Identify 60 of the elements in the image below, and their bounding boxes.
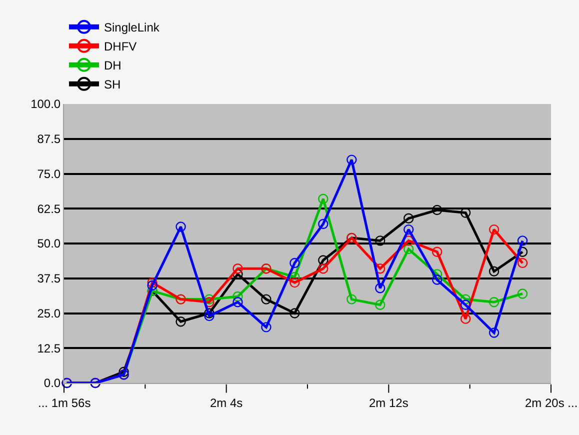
y-tick-label: 75.0 (37, 166, 61, 181)
point (176, 316, 186, 327)
point (118, 366, 129, 377)
point (318, 218, 328, 230)
point (432, 274, 442, 285)
point (232, 291, 243, 302)
y-tick-label: 87.5 (37, 132, 61, 146)
point (432, 204, 442, 216)
point (517, 246, 528, 257)
point (318, 194, 328, 204)
y-tick-label: 0.0 (44, 376, 61, 390)
text: 2m 20s ... (525, 396, 578, 410)
point (346, 154, 357, 165)
y-tick-label: 50.0 (37, 236, 61, 251)
y-tick-label: 37.5 (37, 272, 61, 286)
point (318, 255, 328, 266)
legend-label: DHFV (104, 40, 137, 54)
point (375, 300, 386, 310)
point (147, 277, 158, 288)
point (404, 213, 414, 224)
point (432, 269, 442, 280)
point (375, 283, 386, 294)
point (290, 308, 300, 318)
point (488, 328, 500, 338)
point (261, 294, 272, 304)
point (204, 308, 214, 318)
point (261, 322, 272, 332)
legend-label: DH (104, 58, 122, 73)
point (375, 236, 386, 246)
point (404, 224, 414, 235)
point (517, 236, 528, 246)
point (290, 258, 300, 268)
y-tick-label: 100.0 (30, 97, 61, 112)
legend-label: SingleLink (104, 20, 160, 35)
point (404, 244, 414, 254)
point (232, 264, 243, 274)
point (460, 300, 471, 310)
y-tick-label: 62.5 (37, 202, 61, 216)
text: 2m 4s (210, 396, 243, 410)
point (346, 294, 357, 304)
point (404, 236, 414, 246)
point (517, 288, 528, 299)
point (147, 280, 158, 290)
point (204, 294, 214, 304)
point (488, 224, 500, 235)
y-tick-label: 12.5 (37, 341, 61, 356)
point (460, 314, 471, 324)
point (232, 296, 243, 308)
point (204, 310, 214, 322)
y-tick-label: 25.0 (37, 306, 61, 320)
point (176, 222, 186, 232)
legend-label: SH (104, 78, 121, 92)
point (517, 258, 528, 268)
point (290, 277, 300, 288)
point (488, 296, 500, 308)
point (432, 246, 442, 257)
text: ... 1m 56s (38, 396, 91, 410)
point (488, 266, 500, 276)
point (318, 264, 328, 274)
text: 2m 12s (369, 396, 408, 410)
